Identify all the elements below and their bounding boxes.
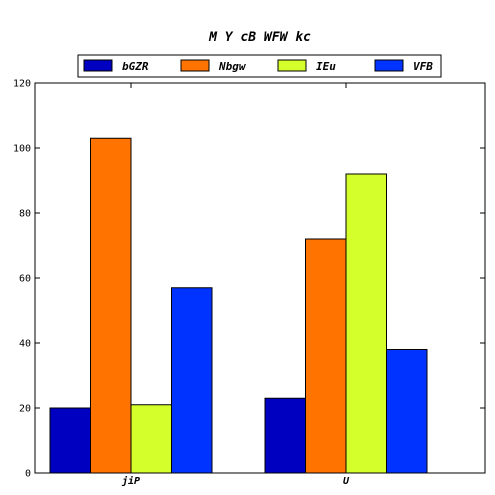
legend-box — [77, 54, 442, 78]
legend-label-VFB: VFB — [413, 60, 433, 73]
bar-VFB-jiP — [171, 287, 213, 474]
legend: bGZR Nbgw IEu VFB — [77, 54, 442, 78]
x-tick-label: jiP — [121, 475, 140, 487]
legend-swatch-Nbgw — [180, 59, 210, 72]
legend-label-bGZR: bGZR — [122, 60, 149, 73]
bar-IEu-U — [345, 173, 387, 474]
bar-Nbgw-U — [305, 238, 347, 474]
y-tick-label: 80 — [19, 209, 31, 220]
plot-area — [34, 82, 486, 474]
y-tick-label: 0 — [25, 469, 31, 480]
y-tick-label: 60 — [19, 274, 31, 285]
chart-title: M Y cB WFW kc — [208, 30, 311, 45]
y-axis: 0 20 40 60 80 100 120 — [13, 79, 485, 480]
y-tick-label: 40 — [19, 339, 31, 350]
y-tick-label: 20 — [19, 404, 31, 415]
bar-bGZR-U — [264, 397, 306, 474]
legend-label-Nbgw: Nbgw — [218, 60, 247, 73]
legend-swatch-bGZR — [83, 59, 113, 72]
y-tick-label: 120 — [13, 79, 31, 90]
legend-label-IEu: IEu — [316, 60, 336, 73]
bar-VFB-U — [386, 349, 428, 474]
y-tick-label: 100 — [13, 144, 31, 155]
legend-swatch-VFB — [374, 59, 404, 72]
x-axis: jiP U — [121, 83, 350, 487]
x-tick-label: U — [343, 476, 350, 487]
bar-IEu-jiP — [130, 404, 172, 474]
bar-bGZR-jiP — [49, 407, 91, 474]
bar-Nbgw-jiP — [90, 137, 132, 474]
legend-swatch-IEu — [277, 59, 307, 72]
